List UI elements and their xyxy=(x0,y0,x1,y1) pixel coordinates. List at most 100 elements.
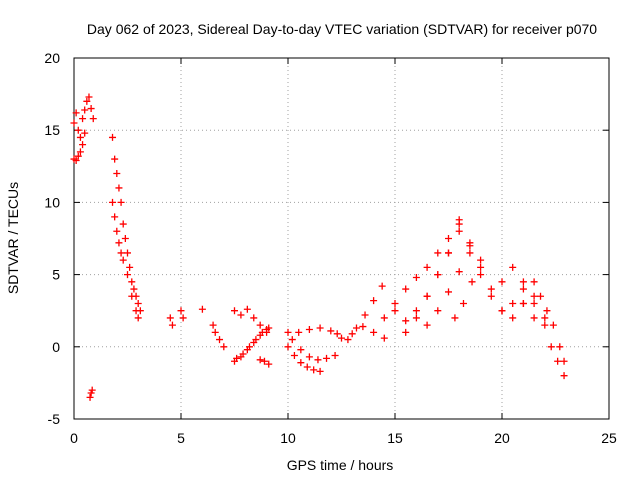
data-point-low-4 xyxy=(380,334,388,342)
data-point-mid-3 xyxy=(250,338,258,346)
data-point-drop-1 xyxy=(119,220,127,228)
data-point-low-4 xyxy=(359,323,367,331)
data-point-peak-wing xyxy=(468,278,476,286)
data-point-drop-1 xyxy=(130,285,138,293)
data-point-drop-1 xyxy=(128,278,136,286)
data-point-rise-3 xyxy=(466,239,474,247)
y-tick-label: 15 xyxy=(44,122,60,138)
data-point-rise-1 xyxy=(378,282,386,290)
data-point-arc-start xyxy=(74,126,82,134)
data-point-peak-wing xyxy=(477,256,485,264)
data-point-tail-2 xyxy=(560,372,568,380)
data-point-decline-2 xyxy=(509,263,517,271)
data-point-low-1 xyxy=(284,343,292,351)
data-point-drop-1 xyxy=(124,249,131,257)
data-point-drop-1 xyxy=(109,133,117,141)
data-point-outlier xyxy=(86,393,94,401)
data-point-decline-1 xyxy=(487,285,495,293)
data-points xyxy=(70,93,568,401)
data-point-drop-2 xyxy=(113,227,121,235)
data-point-rise-5 xyxy=(434,307,442,315)
data-point-peak-wing xyxy=(459,299,467,307)
data-point-drop-1 xyxy=(134,299,142,307)
data-point-tail-2 xyxy=(554,357,562,365)
data-point-arc-start xyxy=(85,93,93,101)
data-point-arc-start-b xyxy=(81,129,89,137)
data-point-decline-3 xyxy=(498,307,506,315)
data-point-mid-3 xyxy=(243,346,251,354)
data-point-rise-4 xyxy=(434,271,442,279)
data-point-rise-5 xyxy=(455,268,463,276)
x-tick-label: 0 xyxy=(70,430,78,446)
axis-ticks: 0 5 10 15 20 25 -5 0 5 10 15 20 xyxy=(44,50,617,446)
data-point-drop-2 xyxy=(124,271,131,279)
data-point-drop-2 xyxy=(132,307,140,315)
data-point-drop-1 xyxy=(126,263,134,271)
y-axis-label: SDTVAR / TECUs xyxy=(5,182,21,294)
data-point-low-3 xyxy=(333,330,341,338)
data-point-rise-3 xyxy=(455,227,463,235)
data-point-tail-1 xyxy=(549,321,557,329)
data-point-decline-2 xyxy=(487,292,495,300)
data-point-decline-1 xyxy=(509,299,517,307)
data-point-low-2 xyxy=(305,353,313,361)
data-point-mid-1 xyxy=(256,321,264,329)
data-point-rise-1 xyxy=(370,297,378,305)
data-point-tail-1 xyxy=(560,357,568,365)
data-point-rise-2 xyxy=(434,249,442,257)
data-point-drop-2 xyxy=(128,292,136,300)
data-point-decline-3 xyxy=(509,314,517,322)
data-point-rise-1 xyxy=(352,324,360,332)
data-point-tail-2 xyxy=(547,343,555,351)
data-point-rise-4 xyxy=(412,314,420,322)
chart-title: Day 062 of 2023, Sidereal Day-to-day VTE… xyxy=(87,21,597,37)
data-point-decline-3 xyxy=(530,292,538,300)
data-point-drop-2 xyxy=(119,256,127,264)
data-point-rise-4 xyxy=(445,249,452,257)
x-axis-label: GPS time / hours xyxy=(287,457,394,473)
data-point-rise-3 xyxy=(402,317,410,325)
data-point-rise-3 xyxy=(412,307,420,315)
data-point-short-arcs xyxy=(209,321,217,329)
data-point-arc-start xyxy=(72,109,80,117)
data-point-drop-1 xyxy=(115,184,123,192)
data-point-short-arcs xyxy=(168,321,176,329)
data-point-low-3 xyxy=(316,324,324,332)
data-point-mid-3 xyxy=(263,325,271,333)
data-point-decline-1 xyxy=(477,271,485,279)
data-point-rise-4 xyxy=(455,216,463,224)
data-point-drop-2 xyxy=(117,249,125,257)
data-point-rise-1 xyxy=(361,311,369,319)
data-point-mid-1 xyxy=(243,305,251,313)
data-point-low-1 xyxy=(316,367,324,375)
data-point-mid-1 xyxy=(237,311,245,319)
data-point-drop-2 xyxy=(111,213,119,221)
data-point-mid-3 xyxy=(256,331,264,339)
data-point-rise-2 xyxy=(402,285,410,293)
data-point-rise-2 xyxy=(445,235,452,242)
data-point-short-arcs xyxy=(220,343,228,351)
data-point-short-arcs xyxy=(216,336,224,344)
x-tick-label: 15 xyxy=(387,430,403,446)
data-point-low-3 xyxy=(284,328,292,336)
data-point-rise-1 xyxy=(344,336,352,344)
data-point-decline-2 xyxy=(519,285,527,293)
data-point-low-4 xyxy=(348,330,356,338)
data-point-arc-start xyxy=(89,115,97,123)
data-point-drop-1 xyxy=(121,235,129,242)
data-point-low-2 xyxy=(331,351,339,359)
data-point-rise-5 xyxy=(466,249,474,257)
data-point-low-4 xyxy=(338,334,345,342)
data-point-outlier xyxy=(88,386,96,394)
data-point-arc-start xyxy=(83,97,91,105)
data-point-decline-1 xyxy=(519,278,527,286)
data-point-rise-2 xyxy=(380,314,388,322)
data-point-tail-1 xyxy=(543,307,551,315)
data-point-rise-2 xyxy=(391,299,399,307)
data-point-peak-wing xyxy=(451,314,459,322)
data-point-arc-start xyxy=(87,105,95,113)
data-point-drop-1 xyxy=(111,155,119,163)
data-point-mid-4 xyxy=(260,357,268,365)
data-point-tail-2 xyxy=(519,299,527,307)
